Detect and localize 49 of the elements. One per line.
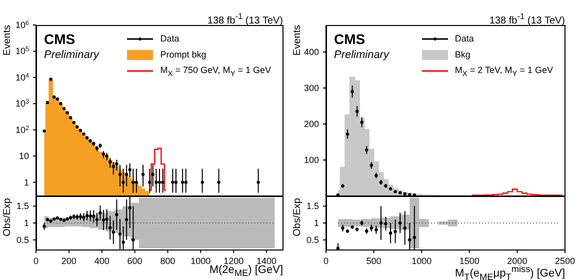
- y-axis-title: Events: [2, 25, 13, 56]
- x-tick-label: 1200: [224, 256, 244, 266]
- x-tick-label: 200: [61, 256, 76, 266]
- x-tick-label: 600: [127, 256, 142, 266]
- legend-label: Data: [454, 33, 474, 44]
- y-tick-label: 1: [314, 218, 319, 228]
- x-tick-label: 0: [33, 256, 39, 266]
- x-tick-label: 400: [94, 256, 110, 266]
- y-axis-title: Obs/Exp: [292, 198, 303, 236]
- annotation: CMS: [334, 31, 366, 47]
- y-tick-label: 10$^{6}$: [15, 20, 30, 30]
- annotation: Preliminary: [44, 49, 100, 61]
- y-tick-label: 100: [304, 155, 319, 165]
- y-tick-label: 200: [304, 119, 319, 129]
- x-tick-label: 1000: [190, 256, 211, 266]
- legend-label: Prompt bkg: [160, 49, 206, 60]
- y-tick-label: 10$^{4}$: [15, 72, 30, 82]
- x-tick-label: 800: [160, 256, 176, 266]
- y-tick-label: 0.5: [306, 234, 319, 245]
- x-tick-label: 1400: [256, 256, 277, 266]
- y-tick-label: 10: [18, 151, 29, 162]
- y-tick-label: 10$^{5}$: [15, 46, 30, 56]
- x-tick-label: 1000: [412, 256, 432, 266]
- y-axis-title: Obs/Exp: [2, 198, 13, 236]
- x-axis-title: M(2e$_{ME}$) [GeV]: [209, 264, 283, 278]
- x-tick-label: 0: [323, 256, 329, 266]
- legend-label: Data: [160, 33, 180, 44]
- annotation: CMS: [44, 31, 76, 47]
- legend-label: M$_{X}$ = 750 GeV, M$_{Y}$ = 1 GeV: [160, 65, 271, 78]
- legend-label: M$_{X}$ = 2 TeV, M$_{Y}$ = 1 GeV: [454, 65, 553, 78]
- y-tick-label: 1: [24, 177, 29, 188]
- x-tick-label: 2500: [554, 256, 576, 266]
- y-tick-label: 1.5: [16, 201, 29, 212]
- x-tick-label: 500: [366, 256, 382, 266]
- annotation: 138 fb$^{-1}$ (13 TeV): [489, 11, 565, 26]
- y-tick-label: 10$^{2}$: [15, 124, 30, 135]
- x-axis-title: M$_{T}$(e$_{ME}$μp$_{T}$$^{miss}$) [GeV]: [454, 264, 565, 280]
- x-tick-label: 1500: [459, 256, 480, 266]
- y-tick-label: 10$^{3}$: [15, 98, 30, 109]
- y-tick-label: 300: [304, 83, 319, 93]
- y-axis-title: Events: [292, 25, 303, 56]
- x-tick-label: 2000: [507, 256, 528, 266]
- y-tick-label: 1.5: [306, 201, 319, 212]
- annotation: 138 fb$^{-1}$ (13 TeV): [207, 11, 283, 26]
- y-tick-label: 1: [24, 218, 29, 228]
- y-tick-label: 0.5: [16, 234, 29, 245]
- y-tick-label: 400: [304, 47, 319, 57]
- annotation: Preliminary: [334, 49, 390, 61]
- legend-label: Bkg: [454, 49, 470, 60]
